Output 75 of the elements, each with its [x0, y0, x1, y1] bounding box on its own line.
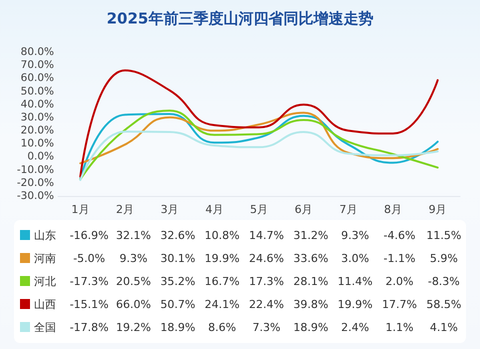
data-label: 18.9%: [292, 320, 330, 336]
data-label: 30.1%: [159, 251, 196, 267]
line-series: [79, 130, 439, 182]
y-tick-label: 10.0%: [20, 138, 54, 150]
data-label: 31.2%: [292, 228, 330, 244]
data-label: 66.0%: [115, 297, 152, 313]
data-label: 17.3%: [248, 274, 285, 290]
line-series: [79, 112, 439, 164]
data-label: 28.1%: [292, 274, 330, 290]
data-label: 24.1%: [204, 297, 241, 313]
y-tick-label: 70.0%: [20, 59, 54, 72]
data-label: -16.9%: [68, 228, 110, 244]
data-label: 32.6%: [159, 228, 196, 244]
data-label: 3.0%: [340, 251, 370, 267]
data-label: 11.4%: [336, 274, 374, 290]
data-label: 11.5%: [425, 228, 462, 244]
chart-title: 2025年前三季度山河四省同比增速走势: [106, 10, 374, 28]
y-tick-label: 30.0%: [20, 111, 54, 124]
data-label: 18.9%: [159, 320, 196, 336]
y-tick-label: -10.0%: [16, 164, 54, 176]
data-label: 8.6%: [207, 320, 238, 336]
data-label: 35.2%: [159, 274, 196, 290]
data-label: 32.1%: [115, 228, 152, 244]
data-label: 33.6%: [292, 251, 330, 267]
data-label: 19.9%: [336, 297, 374, 313]
x-tick-label: 5月: [250, 203, 268, 216]
data-label: -15.1%: [68, 297, 110, 313]
legend-label: 河北: [33, 274, 57, 290]
data-label: 39.8%: [292, 297, 330, 313]
data-label: 2.4%: [340, 320, 370, 336]
y-tick-label: 0.0%: [27, 150, 54, 163]
y-tick-label: 60.0%: [20, 72, 54, 84]
y-tick-label: -30.0%: [16, 190, 54, 202]
data-label: -8.3%: [426, 274, 461, 290]
data-label: 2.0%: [384, 274, 414, 290]
line-series: [79, 69, 439, 178]
data-label: 5.9%: [428, 251, 459, 267]
legend-label: 山东: [33, 228, 57, 244]
x-tick-label: 1月: [71, 203, 90, 216]
data-label: -17.3%: [68, 274, 110, 290]
data-label: -1.1%: [382, 251, 416, 267]
data-label: -4.6%: [382, 228, 416, 244]
legend-label: 全国: [33, 320, 57, 336]
data-label: 19.2%: [115, 320, 152, 336]
x-tick-label: 8月: [384, 203, 402, 216]
legend-label: 河南: [33, 251, 57, 267]
x-tick-label: 7月: [339, 203, 358, 216]
data-label: -5.0%: [72, 251, 106, 267]
y-tick-label: 40.0%: [20, 98, 54, 110]
data-label: 24.6%: [248, 251, 285, 267]
data-label: 7.3%: [252, 320, 282, 336]
y-tick-label: -20.0%: [16, 176, 54, 189]
data-label: 4.1%: [428, 320, 459, 336]
data-label: 50.7%: [159, 297, 196, 313]
x-tick-label: 3月: [160, 203, 179, 216]
x-tick-label: 6月: [294, 203, 313, 216]
data-label: 14.7%: [248, 228, 285, 244]
data-label: 1.1%: [384, 320, 414, 336]
data-label: 10.8%: [204, 228, 241, 244]
data-label: 58.5%: [425, 297, 462, 313]
data-label: 16.7%: [204, 274, 241, 290]
x-tick-label: 9月: [428, 203, 447, 216]
y-tick-label: 50.0%: [20, 85, 54, 98]
data-label: 9.3%: [340, 228, 370, 244]
y-tick-label: 80.0%: [20, 46, 54, 58]
data-label: -17.8%: [68, 320, 110, 336]
data-label: 17.7%: [380, 297, 418, 313]
x-tick-label: 2月: [116, 203, 134, 216]
data-label: 9.3%: [118, 251, 148, 267]
data-label: 22.4%: [248, 297, 285, 313]
data-label: 19.9%: [204, 251, 241, 267]
x-tick-label: 4月: [205, 203, 224, 216]
data-label: 20.5%: [115, 274, 152, 290]
legend-label: 山西: [33, 297, 57, 313]
y-tick-label: 20.0%: [20, 124, 54, 137]
